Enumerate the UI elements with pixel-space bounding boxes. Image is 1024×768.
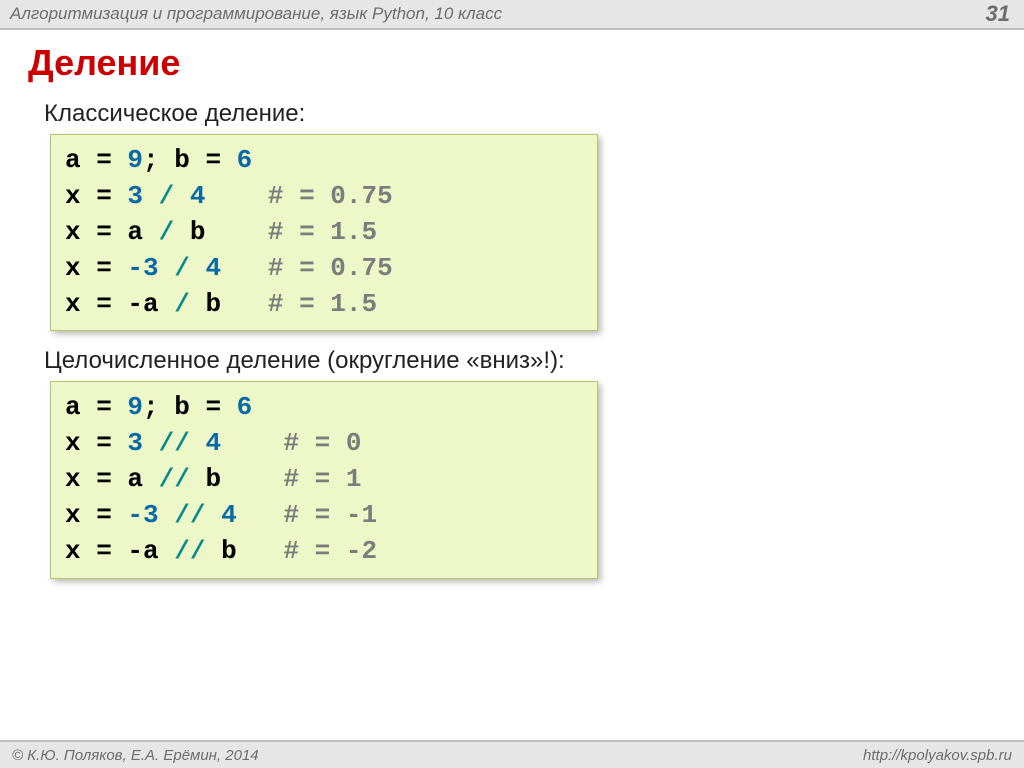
code-token: 4 bbox=[205, 428, 221, 458]
code-box: a = 9; b = 6x = 3 / 4 # = 0.75x = a / b … bbox=[50, 134, 598, 331]
code-token: x bbox=[65, 289, 81, 319]
code-token: 4 bbox=[190, 181, 206, 211]
footer-right: http://kpolyakov.spb.ru bbox=[863, 747, 1012, 764]
code-line: x = -a / b # = 1.5 bbox=[65, 287, 583, 323]
code-token: = bbox=[81, 536, 128, 566]
code-token: b bbox=[205, 464, 221, 494]
code-token: 9 bbox=[127, 392, 143, 422]
code-token: 6 bbox=[237, 145, 253, 175]
code-token: x bbox=[65, 464, 81, 494]
code-token: / bbox=[159, 289, 206, 319]
code-token: 3 bbox=[127, 428, 143, 458]
code-token: // bbox=[159, 500, 221, 530]
code-line: x = 3 // 4 # = 0 bbox=[65, 426, 583, 462]
code-token: 4 bbox=[221, 500, 237, 530]
page-title: Деление bbox=[28, 42, 1024, 84]
code-token: # = 1 bbox=[221, 464, 361, 494]
header-bar: Алгоритмизация и программирование, язык … bbox=[0, 0, 1024, 30]
code-token: = bbox=[81, 392, 128, 422]
code-token: # = 1.5 bbox=[221, 289, 377, 319]
code-token: / bbox=[143, 181, 190, 211]
section-label: Классическое деление: bbox=[44, 100, 1024, 128]
code-line: x = a / b # = 1.5 bbox=[65, 215, 583, 251]
content-area: Классическое деление:a = 9; b = 6x = 3 /… bbox=[0, 100, 1024, 579]
code-token: = bbox=[190, 145, 237, 175]
code-token: x bbox=[65, 500, 81, 530]
code-token: # = 1.5 bbox=[205, 217, 377, 247]
code-token: # = 0 bbox=[221, 428, 361, 458]
code-line: x = -3 / 4 # = 0.75 bbox=[65, 251, 583, 287]
code-token: -a bbox=[127, 536, 158, 566]
code-token: = bbox=[81, 253, 128, 283]
code-token: a bbox=[65, 145, 81, 175]
code-token: # = 0.75 bbox=[205, 181, 392, 211]
code-box: a = 9; b = 6x = 3 // 4 # = 0x = a // b #… bbox=[50, 381, 598, 578]
code-token: b bbox=[190, 217, 206, 247]
header-title: Алгоритмизация и программирование, язык … bbox=[10, 4, 502, 24]
code-line: x = 3 / 4 # = 0.75 bbox=[65, 179, 583, 215]
code-token: ; bbox=[143, 392, 174, 422]
code-line: x = a // b # = 1 bbox=[65, 462, 583, 498]
code-token: = bbox=[81, 428, 128, 458]
code-token: -3 bbox=[127, 253, 158, 283]
code-token: // bbox=[159, 536, 221, 566]
code-token: = bbox=[81, 500, 128, 530]
code-token: 4 bbox=[205, 253, 221, 283]
code-token: b bbox=[221, 536, 237, 566]
code-token: // bbox=[143, 464, 205, 494]
code-token: a bbox=[127, 217, 143, 247]
code-token: = bbox=[81, 464, 128, 494]
code-token: x bbox=[65, 428, 81, 458]
code-token: x bbox=[65, 536, 81, 566]
code-token: = bbox=[190, 392, 237, 422]
code-token: / bbox=[159, 253, 206, 283]
code-token: # = 0.75 bbox=[221, 253, 393, 283]
code-token: b bbox=[174, 392, 190, 422]
code-token: a bbox=[127, 464, 143, 494]
code-token: 3 bbox=[127, 181, 143, 211]
code-token: = bbox=[81, 145, 128, 175]
section-label: Целочисленное деление (округление «вниз»… bbox=[44, 347, 1024, 375]
code-line: x = -3 // 4 # = -1 bbox=[65, 498, 583, 534]
code-token: 9 bbox=[127, 145, 143, 175]
code-token: x bbox=[65, 253, 81, 283]
code-token: -a bbox=[127, 289, 158, 319]
code-line: x = -a // b # = -2 bbox=[65, 534, 583, 570]
footer-left: © К.Ю. Поляков, Е.А. Ерёмин, 2014 bbox=[12, 747, 259, 764]
code-token: a bbox=[65, 392, 81, 422]
code-token: # = -2 bbox=[237, 536, 377, 566]
footer-bar: © К.Ю. Поляков, Е.А. Ерёмин, 2014 http:/… bbox=[0, 740, 1024, 768]
code-token: x bbox=[65, 181, 81, 211]
code-line: a = 9; b = 6 bbox=[65, 143, 583, 179]
code-token: # = -1 bbox=[237, 500, 377, 530]
code-token: = bbox=[81, 289, 128, 319]
code-token: = bbox=[81, 217, 128, 247]
code-token: / bbox=[143, 217, 190, 247]
code-token: b bbox=[174, 145, 190, 175]
code-token: // bbox=[143, 428, 205, 458]
code-token: x bbox=[65, 217, 81, 247]
page-number: 31 bbox=[986, 1, 1010, 27]
code-token: ; bbox=[143, 145, 174, 175]
code-token: 6 bbox=[237, 392, 253, 422]
code-token: -3 bbox=[127, 500, 158, 530]
code-line: a = 9; b = 6 bbox=[65, 390, 583, 426]
code-token: = bbox=[81, 181, 128, 211]
code-token: b bbox=[205, 289, 221, 319]
